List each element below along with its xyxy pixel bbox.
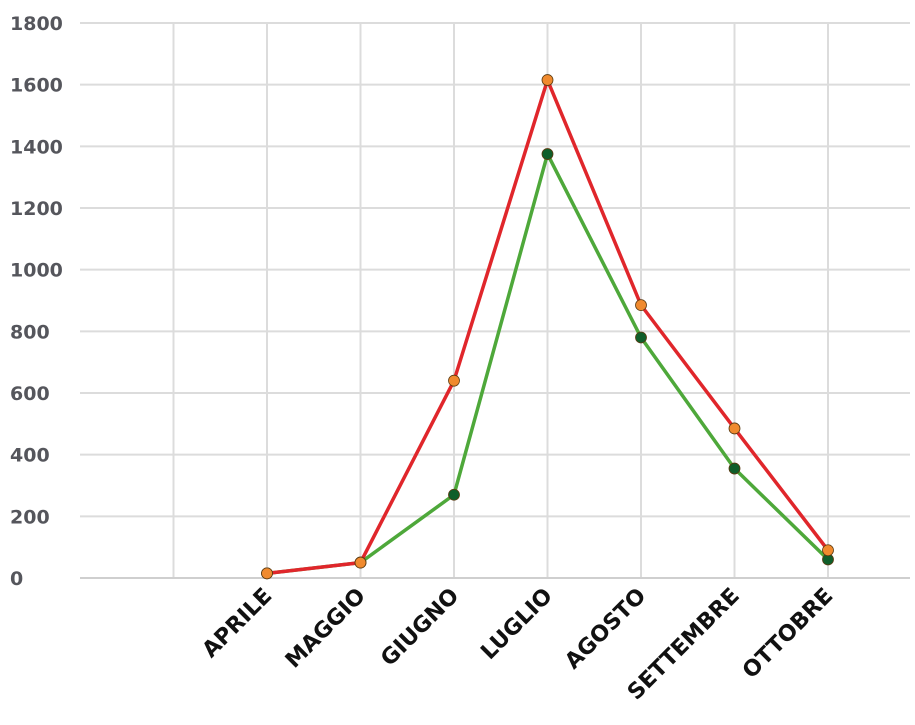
series-2-point: [635, 331, 647, 344]
series-1-point: [261, 567, 273, 580]
y-tick-label: 1600: [10, 75, 63, 97]
y-tick-label: 1000: [10, 260, 63, 282]
x-axis: APRILE MAGGIO GIUGNO LUGLIO AGOSTOSETTEMBREO…: [80, 577, 910, 705]
x-tick-label: MAGGIO: [281, 584, 371, 674]
x-tick-label: LUGLIO: [476, 584, 557, 665]
y-tick-label: 1200: [10, 198, 63, 220]
x-tick-label: AGOSTO: [560, 584, 651, 675]
series-group: [261, 74, 834, 580]
y-tick-label: 200: [10, 506, 50, 528]
series-2-point: [541, 148, 554, 160]
y-tick-label: 1400: [10, 136, 63, 158]
y-tick-label: 800: [10, 321, 50, 343]
series-1-point: [728, 422, 741, 435]
y-tick-label: 400: [10, 445, 50, 467]
series-1-point: [635, 299, 647, 312]
x-tick-label: GIUGNO: [376, 584, 464, 672]
series-1-point: [448, 374, 460, 387]
series-2-point: [728, 462, 741, 475]
x-tick-label: APRILE: [198, 584, 277, 663]
series-1-point: [354, 556, 367, 569]
series-1-point: [822, 544, 834, 557]
y-tick-label: 600: [10, 383, 50, 405]
y-axis: 0 200 400 600 800 1000 1200 1400 1600 1800: [10, 13, 63, 590]
y-tick-label: 0: [10, 568, 23, 590]
series-1-point: [541, 74, 554, 86]
series-2-point: [448, 488, 460, 501]
x-tick-label: OTTOBRE: [738, 584, 838, 684]
y-tick-label: 1800: [10, 13, 63, 35]
grid: [80, 22, 910, 579]
